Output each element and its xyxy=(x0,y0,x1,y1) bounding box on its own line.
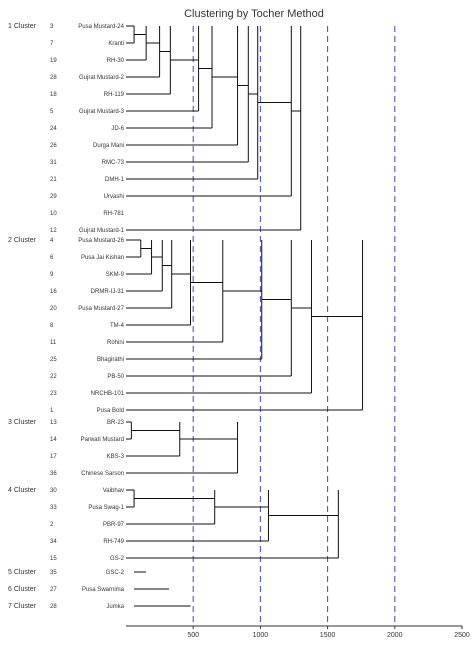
item-name: RMC-73 xyxy=(102,160,125,166)
item-number: 28 xyxy=(50,75,57,81)
item-name: GS-2 xyxy=(110,556,125,562)
item-number: 30 xyxy=(50,488,57,494)
item-number: 33 xyxy=(50,505,57,511)
item-number: 35 xyxy=(50,570,57,576)
item-name: Pusa Mustard-27 xyxy=(78,306,124,312)
item-name: RH-781 xyxy=(103,211,124,217)
x-tick-label: 500 xyxy=(187,632,199,639)
item-name: Jumka xyxy=(106,604,124,610)
x-tick-label: 2000 xyxy=(387,632,403,639)
item-name: GSC-2 xyxy=(106,570,125,576)
item-name: Gujrat Mustard-2 xyxy=(79,75,125,81)
cluster-label: 7 Cluster xyxy=(8,603,37,610)
item-number: 12 xyxy=(50,228,57,234)
item-number: 21 xyxy=(50,177,57,183)
item-number: 17 xyxy=(50,454,57,460)
item-number: 18 xyxy=(50,92,57,98)
item-name: DRMR-IJ-31 xyxy=(91,289,125,295)
item-name: JD-6 xyxy=(111,126,124,132)
cluster-label: 3 Cluster xyxy=(8,419,37,426)
item-name: Vaibhav xyxy=(103,488,124,494)
item-name: NRCHB-101 xyxy=(91,391,125,397)
item-name: SKM-9 xyxy=(106,272,125,278)
item-number: 28 xyxy=(50,604,57,610)
item-name: Pusa Swag-1 xyxy=(88,505,124,511)
item-number: 16 xyxy=(50,289,57,295)
item-name: RH-30 xyxy=(107,58,125,64)
x-tick-label: 1500 xyxy=(320,632,336,639)
chart-title: Clustering by Tocher Method xyxy=(184,8,324,20)
item-name: Durga Mani xyxy=(93,143,124,149)
item-name: Pusa Swarnima xyxy=(82,587,125,593)
item-name: Urvashi xyxy=(104,194,124,200)
item-number: 31 xyxy=(50,160,57,166)
item-number: 36 xyxy=(50,471,57,477)
item-number: 5 xyxy=(50,109,54,115)
item-number: 20 xyxy=(50,306,57,312)
cluster-label: 1 Cluster xyxy=(8,23,37,30)
x-tick-label: 2500 xyxy=(454,632,470,639)
item-name: Gujrat Mustard-3 xyxy=(79,109,125,115)
item-number: 9 xyxy=(50,272,54,278)
cluster-label: 6 Cluster xyxy=(8,586,37,593)
item-number: 6 xyxy=(50,255,54,261)
item-name: Bhagirathi xyxy=(97,357,124,363)
item-name: Rohini xyxy=(107,340,124,346)
item-number: 27 xyxy=(50,587,57,593)
item-name: KBS-3 xyxy=(107,454,125,460)
item-number: 25 xyxy=(50,357,57,363)
x-tick-label: 1000 xyxy=(253,632,269,639)
item-number: 13 xyxy=(50,420,57,426)
item-name: TM-4 xyxy=(110,323,125,329)
item-number: 8 xyxy=(50,323,54,329)
item-number: 23 xyxy=(50,391,57,397)
item-number: 19 xyxy=(50,58,57,64)
axes: 500 1000 1500 2000 2500 xyxy=(126,625,470,639)
item-name: Pusa Mustard-24 xyxy=(78,24,124,30)
cluster-label: 4 Cluster xyxy=(8,487,37,494)
item-number: 2 xyxy=(50,522,54,528)
item-name: Kranti xyxy=(108,41,124,47)
item-name: Parwati Mustard xyxy=(81,437,124,443)
item-name: Pusa Mustard-26 xyxy=(78,238,124,244)
item-number: 1 xyxy=(50,408,54,414)
item-number: 14 xyxy=(50,437,57,443)
item-name: Chinese Sarson xyxy=(81,471,124,477)
item-name: RH-749 xyxy=(103,539,124,545)
item-number: 24 xyxy=(50,126,57,132)
item-number: 10 xyxy=(50,211,57,217)
item-name: PBR-97 xyxy=(103,522,125,528)
item-name: Gujrat Mustard-1 xyxy=(79,228,125,234)
reference-lines xyxy=(192,26,396,626)
item-number: 3 xyxy=(50,24,54,30)
item-number: 15 xyxy=(50,556,57,562)
item-name: RH-119 xyxy=(104,92,125,98)
item-name: Pusa Bold xyxy=(97,408,124,414)
item-number: 29 xyxy=(50,194,57,200)
tree-branches xyxy=(126,25,364,607)
item-number: 22 xyxy=(50,374,57,380)
item-number: 7 xyxy=(50,41,54,47)
cluster-label: 2 Cluster xyxy=(8,237,37,244)
cluster-label: 5 Cluster xyxy=(8,569,37,576)
item-number: 11 xyxy=(50,340,57,346)
item-number: 34 xyxy=(50,539,57,545)
item-name: DMH-1 xyxy=(105,177,125,183)
item-name: Pusa Jai Kishan xyxy=(81,255,124,261)
item-name: BR-23 xyxy=(107,420,125,426)
item-number: 4 xyxy=(50,238,54,244)
item-name: PB-50 xyxy=(107,374,124,380)
item-number: 26 xyxy=(50,143,57,149)
